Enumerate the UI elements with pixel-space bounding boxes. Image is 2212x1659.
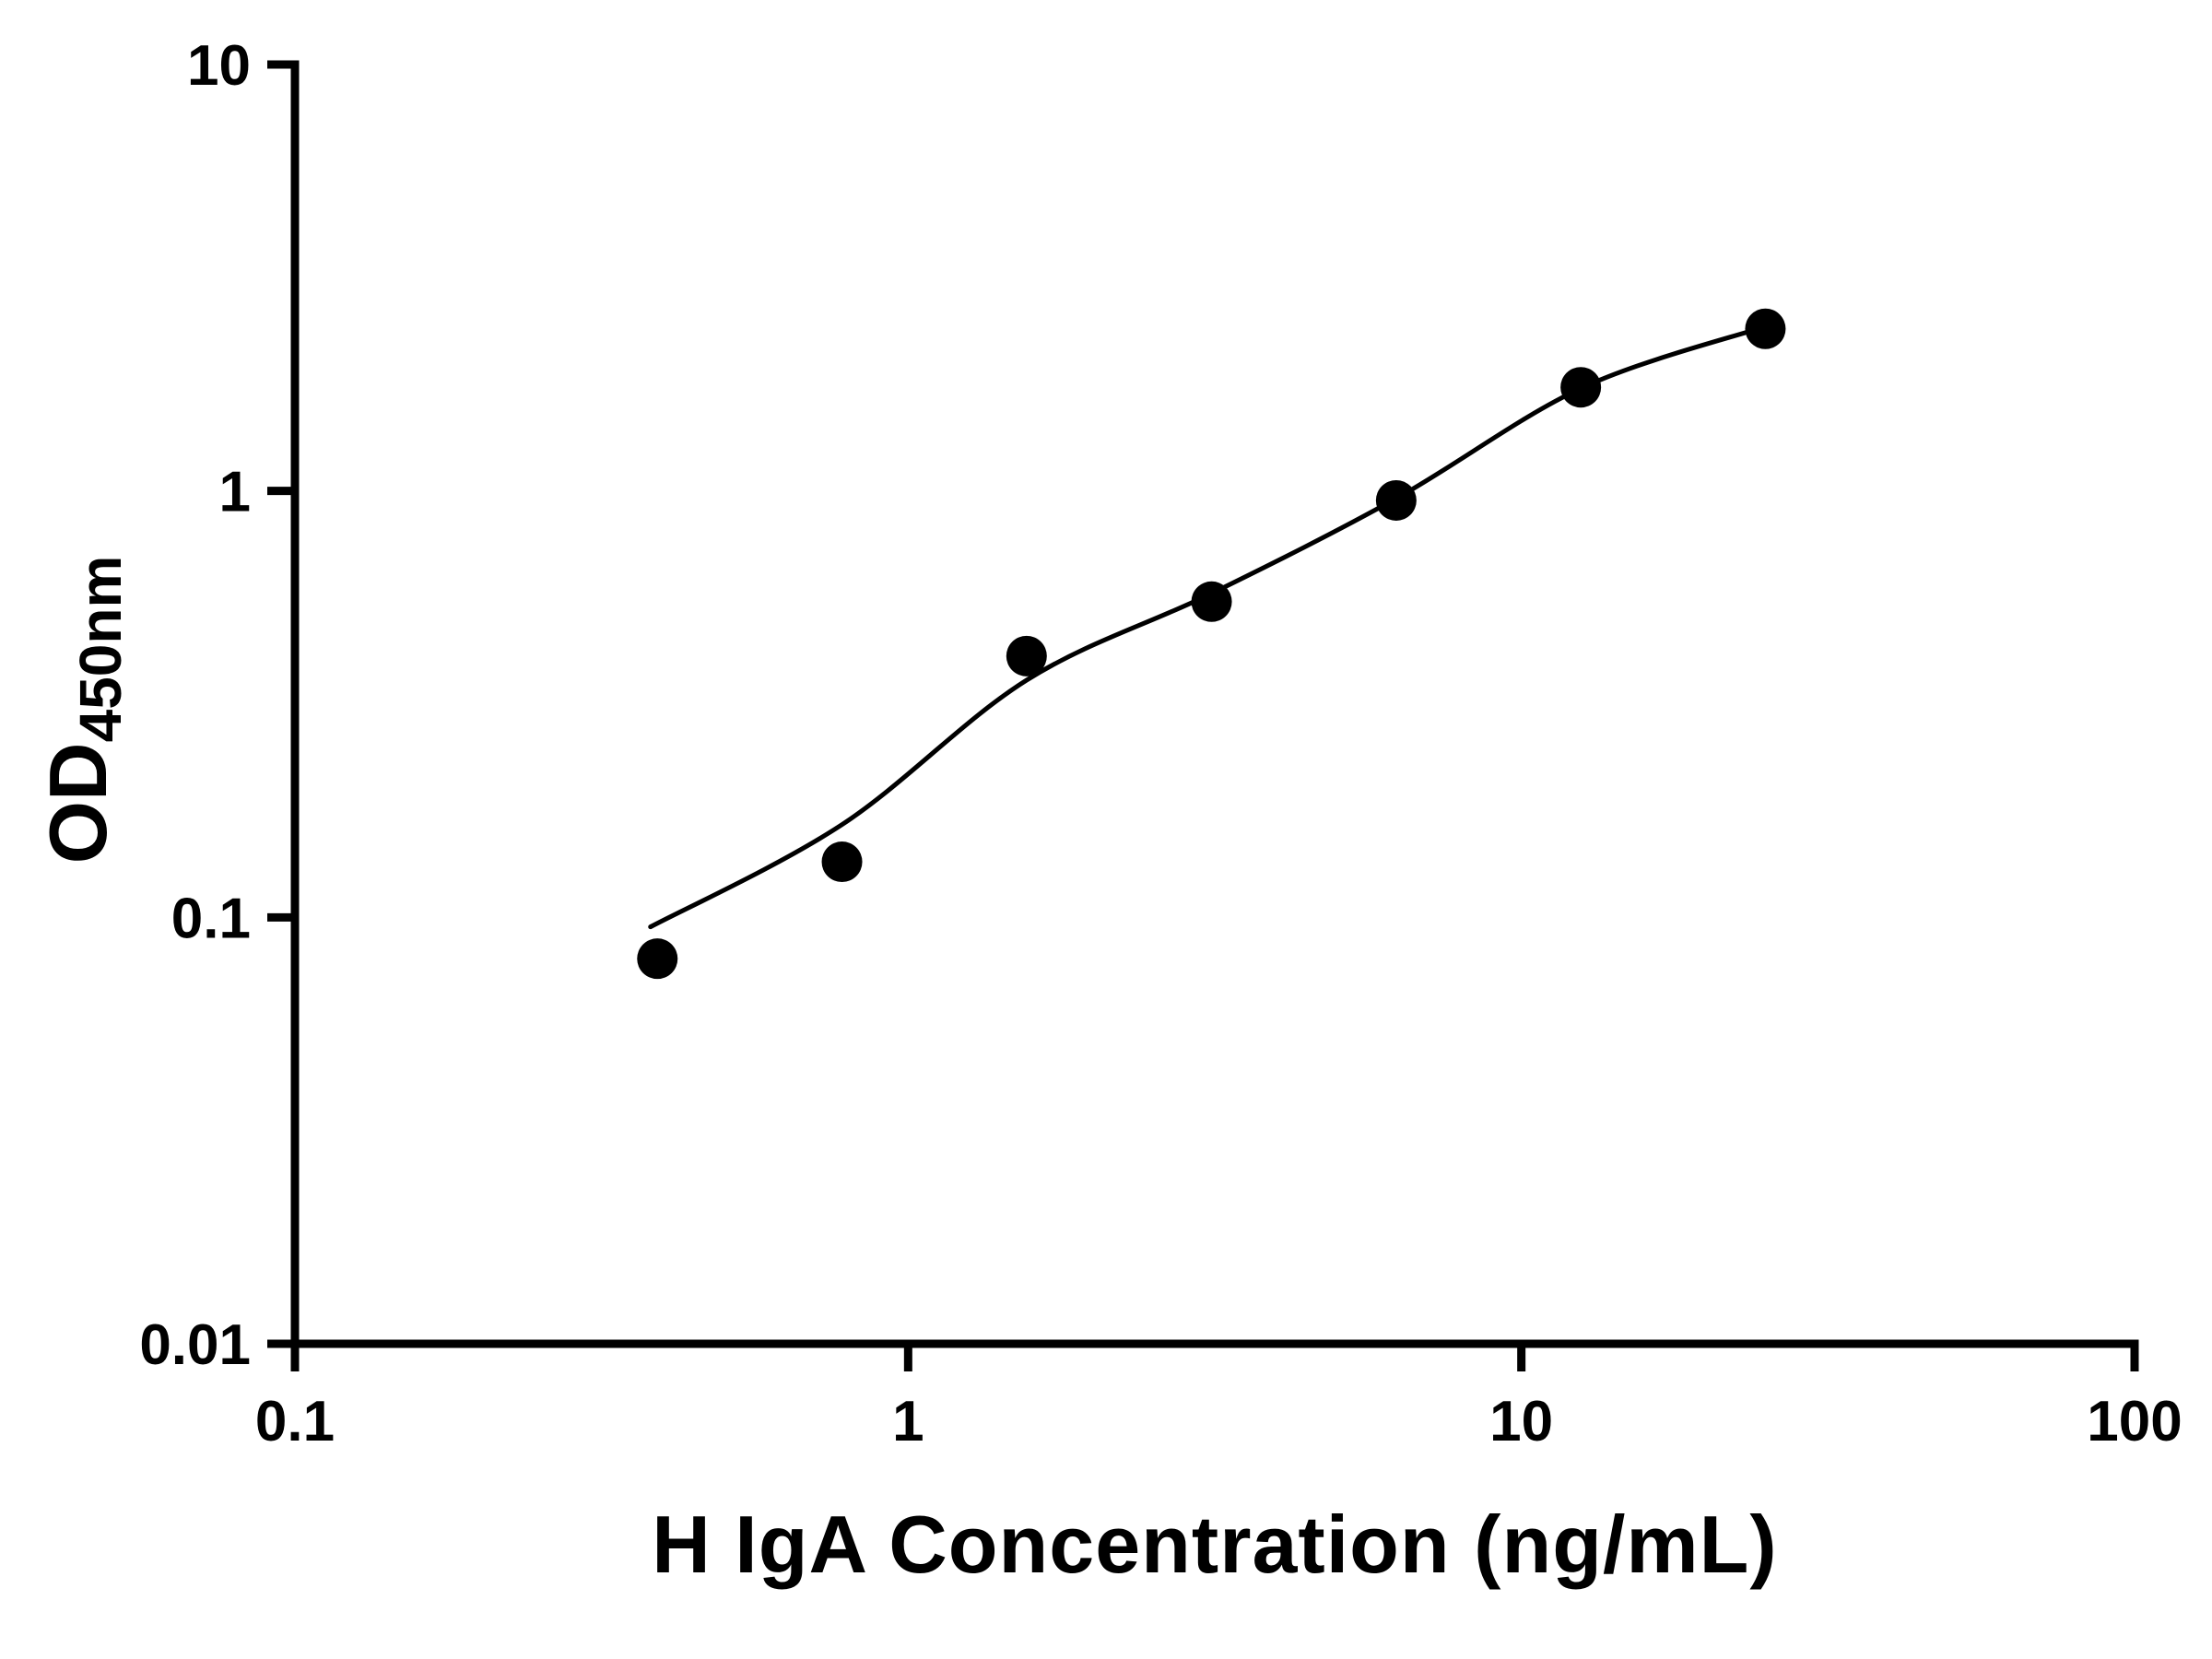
y-tick-label: 10 bbox=[187, 34, 251, 98]
data-point bbox=[1375, 479, 1417, 521]
y-axis-title: OD450nm bbox=[31, 556, 134, 865]
data-point bbox=[821, 841, 863, 883]
y-axis-title-subscript: 450nm bbox=[67, 555, 134, 743]
y-axis-title-main: OD bbox=[32, 742, 124, 865]
data-point bbox=[1006, 635, 1047, 677]
y-tick-label: 1 bbox=[219, 461, 251, 524]
data-point bbox=[637, 938, 678, 980]
data-point bbox=[1560, 367, 1602, 408]
x-tick-label: 100 bbox=[2087, 1390, 2182, 1453]
y-tick-label: 0.1 bbox=[171, 887, 251, 950]
fit-curve-line bbox=[648, 324, 1768, 930]
data-point bbox=[1191, 581, 1232, 622]
x-tick-label: 10 bbox=[1489, 1390, 1553, 1453]
x-tick-label: 1 bbox=[892, 1390, 924, 1453]
x-tick-label: 0.1 bbox=[255, 1390, 335, 1453]
y-tick-label: 0.01 bbox=[139, 1313, 251, 1377]
x-axis-title: H IgA Concentration (ng/mL) bbox=[652, 1499, 1778, 1590]
data-point bbox=[1745, 308, 1786, 349]
